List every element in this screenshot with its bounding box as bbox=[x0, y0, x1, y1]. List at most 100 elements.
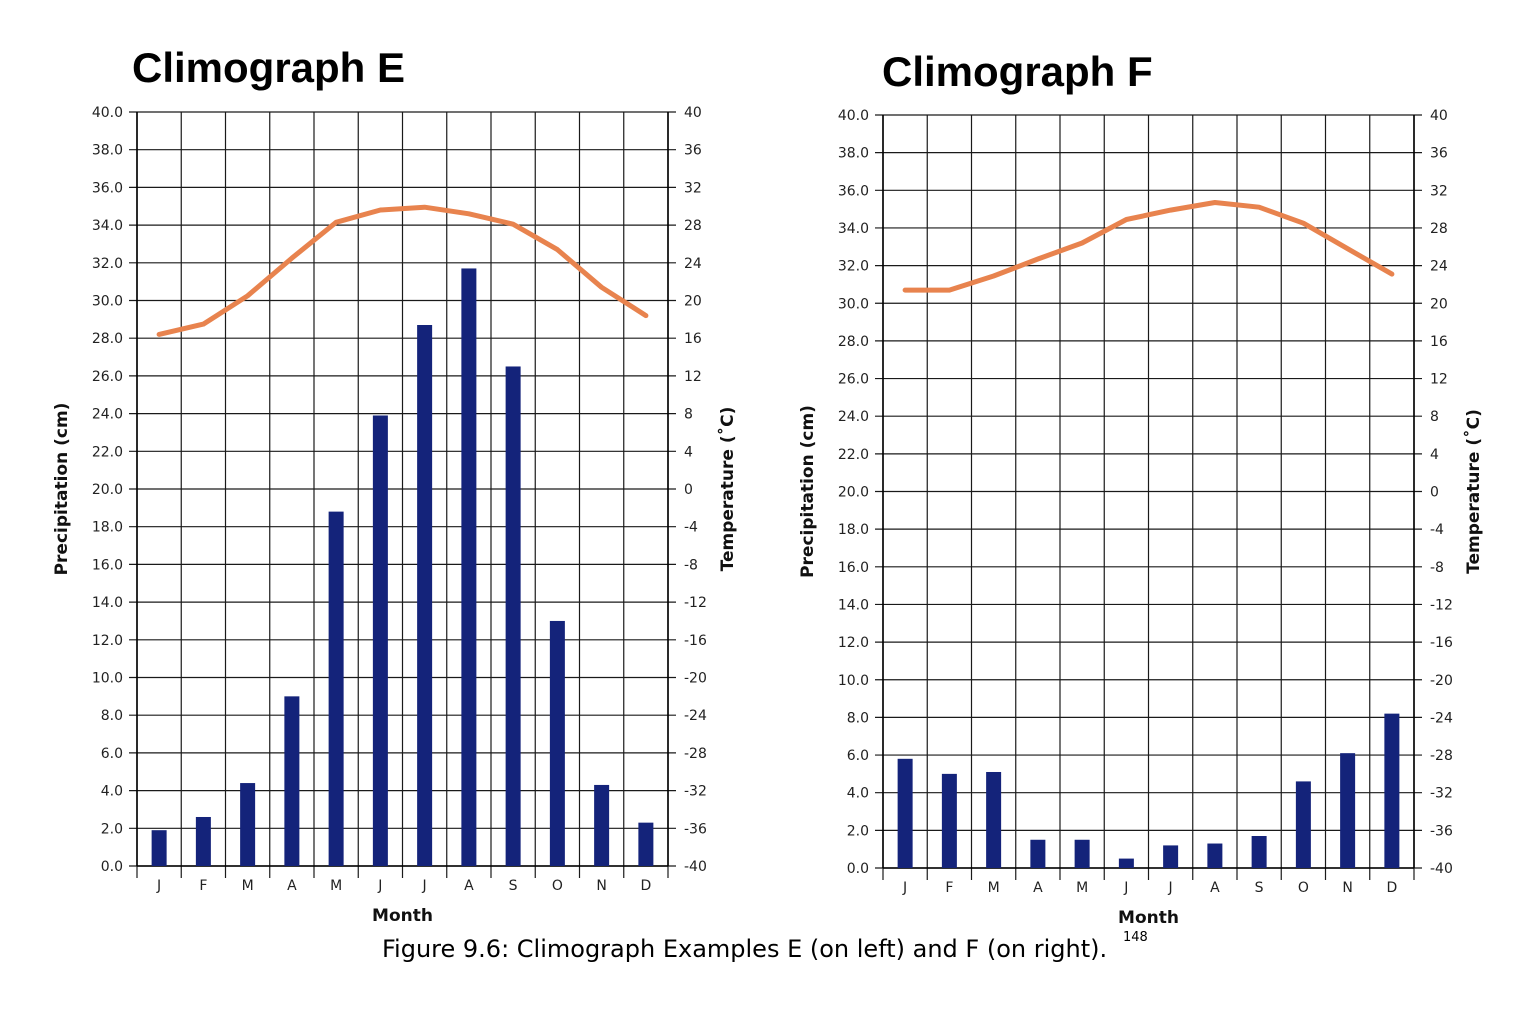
y-tick-label: 26.0 bbox=[92, 369, 123, 385]
precipitation-bar bbox=[986, 771, 1002, 868]
x-tick-label: J bbox=[902, 880, 907, 896]
x-tick-label: A bbox=[287, 878, 297, 894]
y-tick-label: 6.0 bbox=[847, 748, 869, 764]
x-tick-label: A bbox=[1210, 880, 1220, 896]
y-tick-label: 34.0 bbox=[838, 221, 869, 237]
figure-caption: Figure 9.6: Climograph Examples E (on le… bbox=[382, 930, 1148, 963]
y2-tick-label: 16 bbox=[1430, 334, 1448, 350]
chart-title: Climograph F bbox=[882, 48, 1153, 95]
y2-tick-label: 40 bbox=[1430, 108, 1448, 124]
y-tick-label: 12.0 bbox=[92, 633, 123, 649]
y2-axis-label: Temperature (˚C) bbox=[1462, 409, 1484, 574]
precipitation-bar bbox=[1340, 753, 1356, 868]
precipitation-bar bbox=[151, 830, 167, 866]
y2-tick-label: 40 bbox=[684, 105, 702, 121]
y2-tick-label: -32 bbox=[1430, 786, 1453, 802]
x-tick-label: M bbox=[330, 878, 342, 894]
y-tick-label: 40.0 bbox=[838, 108, 869, 124]
y2-tick-label: -12 bbox=[684, 595, 707, 611]
x-tick-label: J bbox=[1168, 880, 1173, 896]
y-tick-label: 20.0 bbox=[92, 482, 123, 498]
y-tick-label: 8.0 bbox=[847, 710, 869, 726]
precipitation-bar bbox=[328, 511, 344, 866]
x-tick-label: F bbox=[945, 880, 953, 896]
y2-tick-label: 4 bbox=[684, 444, 693, 460]
precipitation-bar bbox=[941, 773, 957, 868]
y2-tick-label: -40 bbox=[684, 859, 707, 875]
y-tick-label: 38.0 bbox=[92, 143, 123, 159]
y-tick-label: 32.0 bbox=[92, 256, 123, 272]
y-tick-label: 36.0 bbox=[92, 180, 123, 196]
x-tick-label: J bbox=[156, 878, 161, 894]
y-tick-label: 4.0 bbox=[101, 784, 123, 800]
precipitation-bar bbox=[594, 784, 610, 866]
y2-tick-label: -28 bbox=[684, 746, 707, 762]
y-tick-label: 20.0 bbox=[838, 485, 869, 501]
y-tick-label: 10.0 bbox=[92, 671, 123, 687]
y-tick-label: 18.0 bbox=[838, 522, 869, 538]
precipitation-bar bbox=[1384, 713, 1400, 868]
precipitation-bar bbox=[240, 783, 256, 866]
temperature-line bbox=[156, 204, 649, 337]
y-tick-label: 26.0 bbox=[838, 372, 869, 388]
y-tick-label: 28.0 bbox=[838, 334, 869, 350]
precipitation-bar bbox=[195, 816, 211, 866]
y2-tick-label: -4 bbox=[684, 520, 698, 536]
y2-tick-label: 4 bbox=[1430, 447, 1439, 463]
x-tick-label: A bbox=[464, 878, 474, 894]
y2-tick-label: 8 bbox=[684, 407, 693, 423]
y2-tick-label: -40 bbox=[1430, 861, 1453, 877]
y2-tick-label: 36 bbox=[1430, 146, 1448, 162]
y2-tick-label: -36 bbox=[1430, 823, 1453, 839]
precipitation-bar bbox=[284, 696, 300, 866]
y-tick-label: 40.0 bbox=[92, 105, 123, 121]
y2-tick-label: -12 bbox=[1430, 597, 1453, 613]
precipitation-bar bbox=[1251, 835, 1267, 868]
y2-tick-label: -20 bbox=[684, 671, 707, 687]
y2-tick-label: -8 bbox=[684, 557, 698, 573]
precipitation-bar bbox=[897, 758, 913, 868]
y-tick-label: 18.0 bbox=[92, 520, 123, 536]
x-axis-label: Month bbox=[372, 906, 433, 926]
y-axis-label: Precipitation (cm) bbox=[52, 403, 72, 576]
x-tick-label: S bbox=[509, 878, 518, 894]
y-tick-label: 16.0 bbox=[92, 557, 123, 573]
y-tick-label: 2.0 bbox=[847, 823, 869, 839]
y2-tick-label: 24 bbox=[1430, 259, 1448, 275]
y2-tick-label: 12 bbox=[1430, 372, 1448, 388]
precipitation-bar bbox=[1074, 839, 1090, 868]
y2-tick-label: 32 bbox=[1430, 183, 1448, 199]
y-tick-label: 0.0 bbox=[847, 861, 869, 877]
y-tick-label: 6.0 bbox=[101, 746, 123, 762]
precipitation-bar bbox=[1030, 839, 1046, 868]
y2-tick-label: 0 bbox=[684, 482, 693, 498]
y2-axis-label: Temperature (˚C) bbox=[716, 407, 738, 572]
y2-tick-label: 36 bbox=[684, 143, 702, 159]
precipitation-bar bbox=[505, 366, 521, 866]
y-tick-label: 10.0 bbox=[838, 673, 869, 689]
y2-tick-label: 12 bbox=[684, 369, 702, 385]
y-tick-label: 30.0 bbox=[838, 296, 869, 312]
x-tick-label: F bbox=[199, 878, 207, 894]
y-tick-label: 14.0 bbox=[92, 595, 123, 611]
y-tick-label: 36.0 bbox=[838, 183, 869, 199]
caption-superscript: 148 bbox=[1123, 930, 1148, 945]
x-tick-label: N bbox=[596, 878, 606, 894]
y-tick-label: 22.0 bbox=[838, 447, 869, 463]
x-tick-label: O bbox=[552, 878, 563, 894]
y2-tick-label: -28 bbox=[1430, 748, 1453, 764]
y2-tick-label: -24 bbox=[684, 708, 707, 724]
y2-tick-label: 32 bbox=[684, 180, 702, 196]
x-tick-label: M bbox=[1076, 880, 1088, 896]
y-tick-label: 28.0 bbox=[92, 331, 123, 347]
precipitation-bar bbox=[417, 325, 433, 866]
y2-tick-label: -8 bbox=[1430, 560, 1444, 576]
x-tick-label: S bbox=[1255, 880, 1264, 896]
x-tick-label: A bbox=[1033, 880, 1043, 896]
precipitation-bar bbox=[1163, 845, 1179, 868]
y-tick-label: 30.0 bbox=[92, 294, 123, 310]
y-tick-label: 32.0 bbox=[838, 259, 869, 275]
y2-tick-label: -16 bbox=[1430, 635, 1453, 651]
y2-tick-label: 20 bbox=[1430, 296, 1448, 312]
